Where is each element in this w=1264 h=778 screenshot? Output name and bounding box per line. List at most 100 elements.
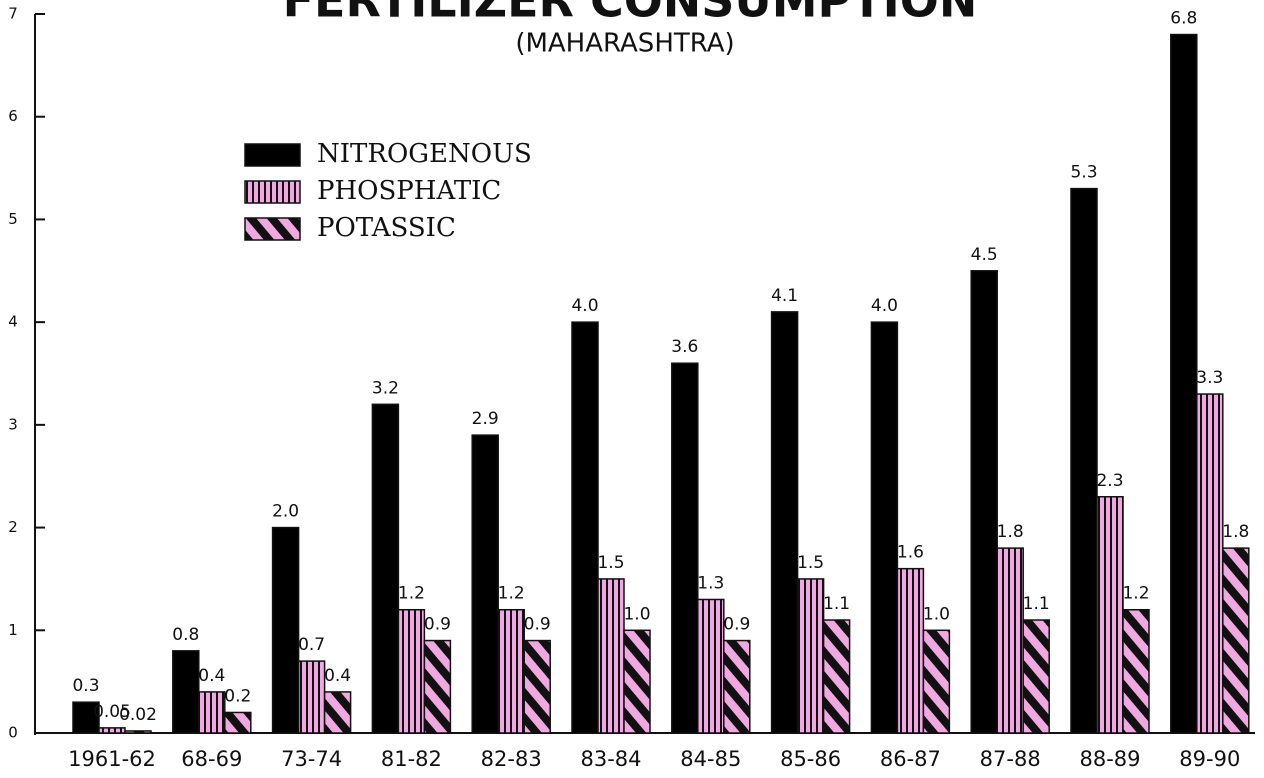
bar — [597, 578, 625, 734]
value-label: 1.0 — [923, 604, 950, 624]
x-tick-label: 83-84 — [580, 747, 641, 771]
bar — [870, 321, 899, 734]
x-tick-label: 85-86 — [780, 747, 841, 771]
value-label: 1.8 — [997, 522, 1024, 542]
bar — [671, 362, 699, 734]
bar — [697, 598, 725, 734]
legend-label: POTASSIC — [317, 213, 456, 243]
bar — [723, 639, 751, 734]
bar — [523, 639, 551, 734]
value-label: 2.0 — [272, 502, 299, 522]
y-tick-label: 6 — [8, 107, 18, 125]
bar — [1096, 496, 1124, 734]
x-tick-label: 1961-62 — [68, 747, 156, 771]
bar — [224, 711, 252, 734]
value-label: 1.2 — [498, 584, 525, 604]
y-tick-label: 5 — [8, 210, 18, 228]
chart-subtitle: (MAHARASHTRA) — [515, 29, 734, 59]
bar — [397, 608, 426, 734]
value-label: 0.05 — [93, 702, 131, 722]
bar — [423, 639, 452, 734]
legend-swatch — [244, 180, 301, 204]
bar — [323, 691, 352, 734]
x-tick-label: 89-90 — [1179, 747, 1240, 771]
value-label: 0.7 — [298, 635, 325, 655]
x-tick-label: 86-87 — [880, 747, 941, 771]
value-label: 0.3 — [72, 676, 99, 696]
bar — [271, 526, 300, 734]
legend-swatch — [244, 143, 301, 167]
bar — [198, 691, 226, 734]
bar — [1196, 393, 1224, 734]
y-tick-label: 1 — [8, 621, 18, 639]
bar — [822, 619, 851, 734]
value-label: 2.3 — [1096, 471, 1123, 491]
bar — [571, 321, 599, 734]
bar — [297, 660, 326, 734]
value-label: 4.1 — [771, 286, 798, 306]
value-label: 1.3 — [697, 573, 724, 593]
bar — [623, 629, 651, 734]
x-tick-label: 84-85 — [680, 747, 741, 771]
value-label: 3.3 — [1196, 368, 1223, 388]
bar — [471, 434, 499, 734]
legend-label: PHOSPHATIC — [317, 176, 501, 206]
value-label: 1.6 — [897, 543, 924, 563]
x-tick-label: 68-69 — [181, 747, 242, 771]
value-label: 3.6 — [671, 337, 698, 357]
value-label: 0.4 — [198, 666, 225, 686]
value-label: 0.9 — [524, 615, 551, 635]
x-tick-label: 82-83 — [481, 747, 542, 771]
value-label: 2.9 — [472, 409, 499, 429]
bar — [996, 547, 1024, 734]
chart-title: FERTILIZER CONSUMPTION — [283, 0, 978, 28]
value-label: 1.2 — [398, 584, 425, 604]
legend-swatch — [244, 217, 301, 241]
y-tick-label: 7 — [8, 5, 18, 23]
value-label: 6.8 — [1170, 9, 1197, 29]
value-label: 4.0 — [571, 296, 598, 316]
value-label: 0.4 — [324, 666, 351, 686]
value-label: 1.0 — [623, 604, 650, 624]
value-label: 1.5 — [597, 553, 624, 573]
bar — [922, 629, 951, 734]
value-label: 4.0 — [871, 296, 898, 316]
value-label: 0.9 — [424, 615, 451, 635]
value-label: 5.3 — [1070, 163, 1097, 183]
value-label: 1.1 — [1023, 594, 1050, 614]
value-label: 1.8 — [1222, 522, 1249, 542]
bar — [1170, 33, 1198, 734]
x-tick-label: 88-89 — [1079, 747, 1140, 771]
y-tick-label: 4 — [8, 313, 18, 331]
bar — [72, 701, 100, 734]
bar — [1070, 187, 1098, 734]
x-tick-label: 87-88 — [980, 747, 1041, 771]
y-tick-label: 0 — [8, 724, 18, 742]
x-tick-label: 73-74 — [281, 747, 342, 771]
bar — [497, 608, 525, 734]
bar — [1222, 547, 1250, 734]
bar — [124, 730, 152, 734]
value-label: 1.2 — [1122, 584, 1149, 604]
bar — [796, 578, 825, 734]
bar — [896, 567, 925, 734]
legend-label: NITROGENOUS — [317, 139, 532, 169]
value-label: 4.5 — [971, 245, 998, 265]
value-label: 1.1 — [823, 594, 850, 614]
value-label: 0.02 — [119, 705, 157, 725]
value-label: 0.2 — [224, 686, 251, 706]
value-label: 1.5 — [797, 553, 824, 573]
bar — [98, 727, 126, 734]
bar — [371, 403, 400, 734]
x-tick-label: 81-82 — [381, 747, 442, 771]
bar — [770, 311, 799, 734]
y-tick-label: 3 — [8, 415, 18, 433]
bar — [172, 650, 200, 734]
bar — [1022, 619, 1050, 734]
bar — [970, 270, 998, 734]
bar — [1122, 608, 1150, 734]
value-label: 3.2 — [372, 378, 399, 398]
value-label: 0.8 — [172, 625, 199, 645]
y-tick-label: 2 — [8, 518, 18, 536]
